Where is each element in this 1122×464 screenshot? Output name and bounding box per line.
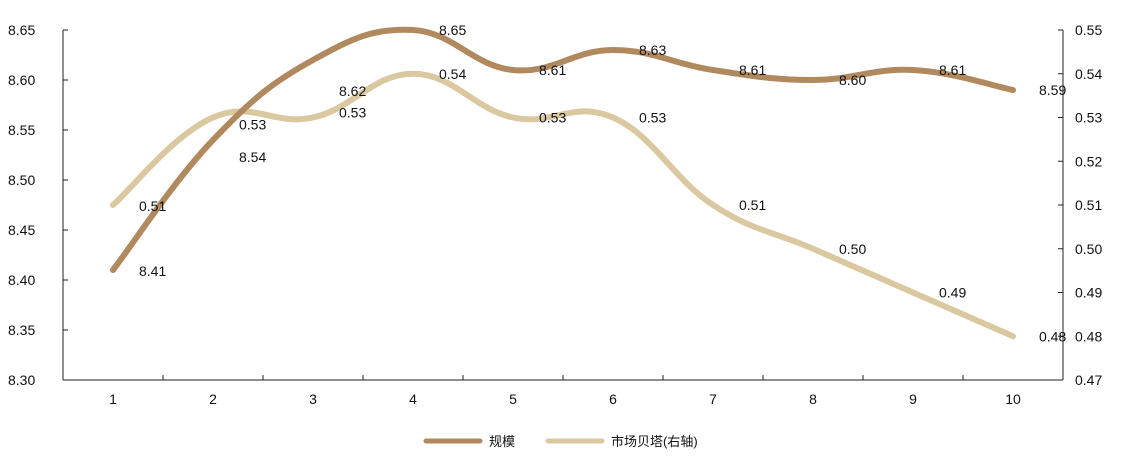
series-line-scale [110, 26, 1016, 273]
data-label-beta: 0.53 [239, 117, 266, 133]
data-label-beta: 0.48 [1039, 328, 1066, 344]
series-line-beta [110, 70, 1016, 340]
y-left-tick-label: 8.55 [8, 122, 35, 138]
data-label-beta: 0.53 [539, 110, 566, 126]
y-left-tick-label: 8.60 [8, 72, 35, 88]
y-right-tick-label: 0.47 [1075, 372, 1102, 388]
x-tick-label: 8 [809, 391, 817, 407]
data-label-scale: 8.65 [439, 22, 466, 38]
data-label-scale: 8.62 [339, 83, 366, 99]
data-label-beta: 0.51 [139, 198, 166, 214]
data-label-beta: 0.54 [439, 66, 466, 82]
y-right-tick-label: 0.51 [1075, 197, 1102, 213]
y-right-tick-label: 0.49 [1075, 285, 1102, 301]
y-left-tick-label: 8.40 [8, 272, 35, 288]
data-label-beta: 0.53 [339, 105, 366, 121]
axes: 8.30 8.35 8.40 8.45 8.50 8.55 8.60 8.65 0.47 0.48… [8, 22, 1102, 407]
y-right-tick-label: 0.53 [1075, 110, 1102, 126]
x-tick-label: 5 [509, 391, 517, 407]
x-tick-label: 2 [209, 391, 217, 407]
data-labels: 8.41 8.54 8.62 8.65 8.61 8.63 8.61 8.60 8.61 8.59… [139, 22, 1066, 344]
data-label-beta: 0.53 [639, 110, 666, 126]
y-left-tick-label: 8.35 [8, 322, 35, 338]
y-right-tick-label: 0.52 [1075, 153, 1102, 169]
x-tick-label: 6 [609, 391, 617, 407]
y-right-tick-label: 0.48 [1075, 328, 1102, 344]
y-right-tick-label: 0.50 [1075, 241, 1102, 257]
y-right-tick-label: 0.54 [1075, 66, 1102, 82]
y-left-tick-label: 8.50 [8, 172, 35, 188]
x-tick-label: 1 [109, 391, 117, 407]
x-tick-label: 7 [709, 391, 717, 407]
data-label-scale: 8.54 [239, 149, 266, 165]
data-label-scale: 8.41 [139, 263, 166, 279]
data-label-scale: 8.59 [1039, 82, 1066, 98]
data-label-scale: 8.63 [639, 42, 666, 58]
data-label-scale: 8.61 [539, 62, 566, 78]
data-label-scale: 8.61 [739, 62, 766, 78]
x-tick-label: 9 [909, 391, 917, 407]
data-label-beta: 0.51 [739, 197, 766, 213]
y-right-tick-label: 0.55 [1075, 22, 1102, 38]
data-label-beta: 0.49 [939, 285, 966, 301]
legend-label-scale: 规模 [489, 434, 515, 449]
y-left-tick-label: 8.65 [8, 22, 35, 38]
x-tick-label: 10 [1005, 391, 1021, 407]
y-left-tick-label: 8.30 [8, 372, 35, 388]
x-tick-label: 4 [409, 391, 417, 407]
legend-label-beta: 市场贝塔(右轴) [611, 434, 698, 449]
y-left-tick-label: 8.45 [8, 222, 35, 238]
x-tick-label: 3 [309, 391, 317, 407]
series-lines [110, 26, 1016, 340]
data-label-beta: 0.50 [839, 241, 866, 257]
legend: 规模 市场贝塔(右轴) [423, 434, 698, 449]
data-label-scale: 8.61 [939, 62, 966, 78]
data-label-scale: 8.60 [839, 72, 866, 88]
